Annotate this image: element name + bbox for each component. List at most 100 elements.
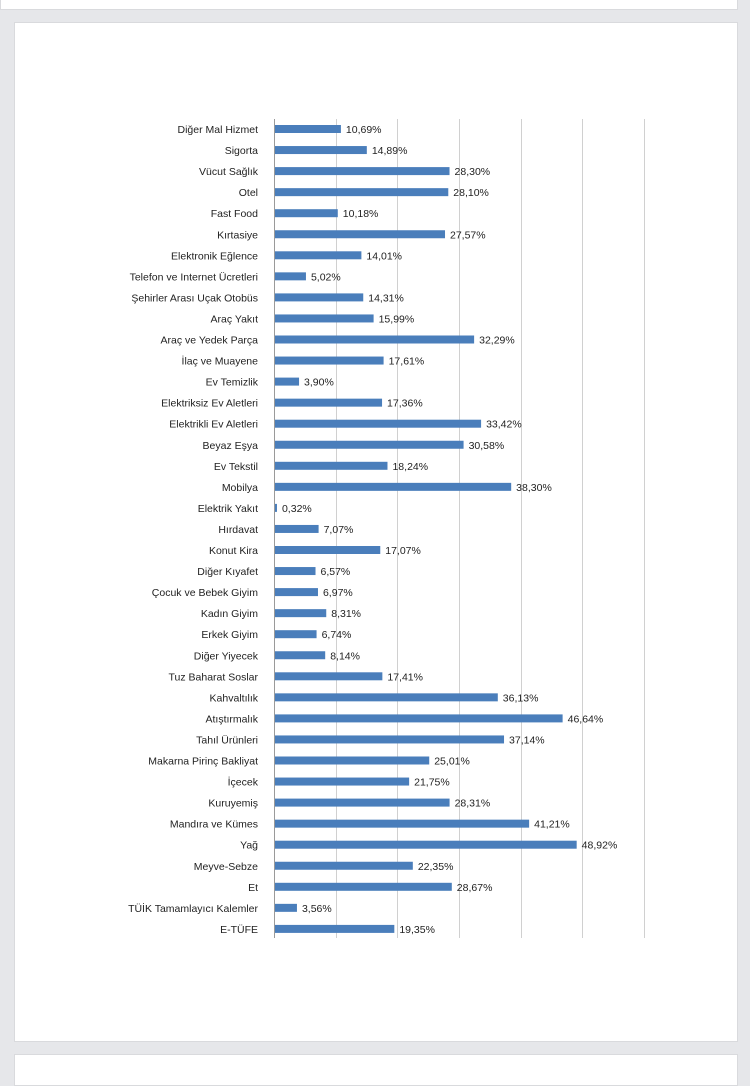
- value-label: 17,07%: [385, 545, 421, 557]
- bar-11: [275, 335, 475, 344]
- value-label: 0,32%: [282, 503, 312, 515]
- value-label: 15,99%: [379, 313, 415, 325]
- category-label: Fast Food: [211, 208, 258, 220]
- category-label: E-TÜFE: [220, 924, 258, 936]
- bar-2: [275, 146, 367, 155]
- bar-36: [275, 861, 413, 870]
- value-label: 33,42%: [486, 419, 522, 431]
- category-label: Erkek Giyim: [201, 629, 258, 641]
- bar-13: [275, 377, 300, 386]
- value-label: 6,74%: [322, 629, 352, 641]
- bar-9: [275, 293, 364, 302]
- category-label: Atıştırmalık: [205, 713, 258, 725]
- bar-32: [275, 777, 410, 786]
- value-label: 17,36%: [387, 398, 423, 410]
- bar-29: [275, 714, 563, 723]
- category-label: Telefon ve Internet Ücretleri: [130, 271, 258, 283]
- bar-17: [275, 461, 388, 470]
- chart-card: Diğer Mal Hizmet Sigorta Vücut Sağlık Otel F…: [14, 22, 738, 1042]
- value-label: 36,13%: [503, 692, 539, 704]
- bar-35: [275, 840, 577, 849]
- value-label: 18,24%: [392, 461, 428, 473]
- category-label: Vücut Sağlık: [199, 166, 259, 178]
- bar-1: [275, 125, 341, 133]
- bar-18: [275, 482, 512, 491]
- category-label: Yağ: [240, 840, 258, 852]
- bar-30: [275, 735, 505, 744]
- bar-23: [275, 588, 318, 597]
- category-label: Kırtasiye: [217, 229, 258, 241]
- bar-37: [275, 882, 452, 891]
- value-label: 38,30%: [516, 482, 552, 494]
- bar-20: [275, 524, 319, 533]
- category-labels: Diğer Mal Hizmet Sigorta Vücut Sağlık Otel F…: [128, 124, 259, 936]
- category-label: Ev Temizlik: [206, 377, 259, 389]
- bar-12: [275, 356, 384, 365]
- category-label: Makarna Pirinç Bakliyat: [148, 756, 258, 768]
- value-label: 25,01%: [434, 756, 470, 768]
- value-label: 10,18%: [343, 208, 379, 220]
- value-label: 19,35%: [399, 924, 435, 936]
- category-label: Et: [248, 882, 258, 894]
- bar-3: [275, 167, 450, 176]
- bar-21: [275, 546, 381, 554]
- category-label: Diğer Mal Hizmet: [177, 124, 258, 136]
- category-label: İçecek: [228, 776, 259, 789]
- category-label: Beyaz Eşya: [203, 440, 259, 452]
- category-label: Elektrikli Ev Aletleri: [169, 419, 258, 431]
- category-label: Sigorta: [225, 145, 258, 157]
- value-label: 14,01%: [366, 250, 402, 262]
- value-label: 28,67%: [457, 882, 493, 894]
- bar-7: [275, 251, 362, 260]
- category-label: Araç ve Yedek Parça: [161, 335, 259, 347]
- horizontal-bar-chart: Diğer Mal Hizmet Sigorta Vücut Sağlık Otel F…: [128, 119, 645, 938]
- category-label: Tuz Baharat Soslar: [169, 671, 259, 683]
- value-label: 21,75%: [414, 777, 450, 789]
- category-label: Kadın Giyim: [201, 608, 258, 620]
- category-label: Diğer Yiyecek: [194, 650, 259, 662]
- bar-26: [275, 651, 326, 660]
- value-label: 14,89%: [372, 145, 408, 157]
- value-label: 3,90%: [304, 377, 334, 389]
- value-label: 5,02%: [311, 271, 341, 283]
- bar-34: [275, 819, 530, 828]
- category-label: Otel: [239, 187, 258, 199]
- value-label: 17,61%: [389, 356, 425, 368]
- category-label: Elektrik Yakıt: [198, 503, 258, 515]
- bar-6: [275, 230, 446, 239]
- value-label: 7,07%: [324, 524, 354, 536]
- bar-28: [275, 693, 498, 702]
- category-label: Araç Yakıt: [211, 313, 259, 325]
- category-label: Diğer Kıyafet: [197, 566, 258, 578]
- bar-16: [275, 440, 464, 449]
- value-label: 17,41%: [387, 671, 423, 683]
- bar-38: [275, 903, 297, 912]
- category-label: Mobilya: [222, 482, 258, 494]
- value-labels: 10,69% 14,89% 28,30% 28,10% 10,18% 27,57% 14,0…: [282, 124, 617, 936]
- value-label: 10,69%: [346, 124, 382, 136]
- value-label: 28,31%: [455, 798, 491, 810]
- value-label: 14,31%: [368, 292, 404, 304]
- category-label: Elektriksiz Ev Aletleri: [161, 398, 258, 410]
- bar-8: [275, 272, 306, 281]
- bar-39: [275, 924, 395, 933]
- category-label: Hırdavat: [218, 524, 258, 536]
- category-label: Kuruyemiş: [208, 798, 258, 810]
- bar-27: [275, 672, 383, 681]
- value-label: 8,14%: [330, 650, 360, 662]
- value-label: 46,64%: [568, 713, 604, 725]
- bar-24: [275, 609, 327, 618]
- bar-4: [275, 188, 449, 197]
- value-label: 27,57%: [450, 229, 486, 241]
- bar-22: [275, 567, 316, 576]
- bar-14: [275, 398, 383, 407]
- top-card: [0, 0, 738, 10]
- category-label: Şehirler Arası Uçak Otobüs: [131, 292, 258, 304]
- value-label: 6,97%: [323, 587, 353, 599]
- category-label: İlaç ve Muayene: [182, 355, 259, 368]
- value-label: 8,31%: [331, 608, 361, 620]
- value-label: 30,58%: [469, 440, 505, 452]
- bar-19: [275, 503, 277, 512]
- category-label: Tahıl Ürünleri: [196, 734, 258, 746]
- value-label: 32,29%: [479, 335, 515, 347]
